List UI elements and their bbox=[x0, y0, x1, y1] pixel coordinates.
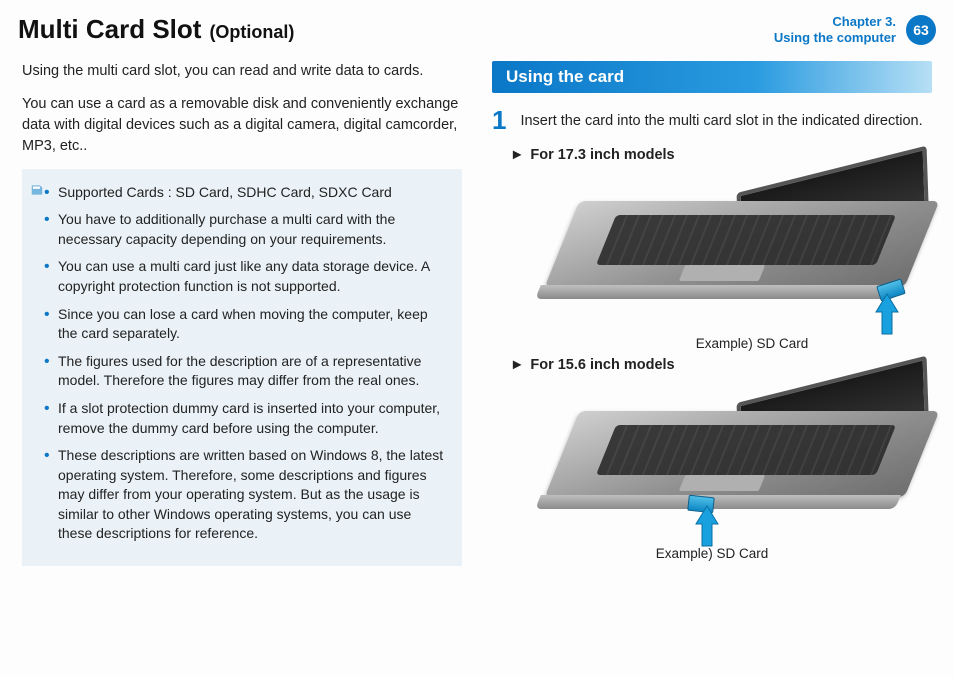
figure-17-laptop bbox=[532, 167, 920, 332]
title-optional: (Optional) bbox=[209, 22, 294, 43]
intro-p1: Using the multi card slot, you can read … bbox=[22, 61, 462, 82]
note-icon bbox=[30, 183, 44, 203]
laptop-illustration bbox=[562, 171, 922, 321]
note-text: These descriptions are written based on … bbox=[58, 447, 443, 541]
triangle-icon: ► bbox=[510, 357, 524, 373]
chapter-block: Chapter 3. Using the computer 63 bbox=[774, 14, 936, 47]
step-number: 1 bbox=[492, 107, 506, 133]
note-item: Supported Cards : SD Card, SDHC Card, SD… bbox=[32, 183, 446, 203]
right-column: Using the card 1 Insert the card into th… bbox=[492, 61, 932, 567]
chapter-text: Chapter 3. Using the computer bbox=[774, 14, 896, 47]
step-1: 1 Insert the card into the multi card sl… bbox=[492, 107, 932, 133]
note-item: These descriptions are written based on … bbox=[32, 446, 446, 544]
note-item: The figures used for the description are… bbox=[32, 352, 446, 391]
note-item: Since you can lose a card when moving th… bbox=[32, 305, 446, 344]
laptop-illustration bbox=[562, 381, 922, 531]
subhead-15-text: For 15.6 inch models bbox=[530, 357, 674, 373]
page-header: Multi Card Slot (Optional) Chapter 3. Us… bbox=[0, 0, 954, 51]
note-text: Since you can lose a card when moving th… bbox=[58, 306, 428, 342]
note-item: You have to additionally purchase a mult… bbox=[32, 210, 446, 249]
note-text: Supported Cards : SD Card, SDHC Card, SD… bbox=[58, 184, 392, 200]
note-text: If a slot protection dummy card is inser… bbox=[58, 400, 440, 436]
section-title: Using the card bbox=[492, 61, 932, 93]
notes-box: Supported Cards : SD Card, SDHC Card, SD… bbox=[22, 169, 462, 567]
subhead-17-text: For 17.3 inch models bbox=[530, 147, 674, 163]
note-item: If a slot protection dummy card is inser… bbox=[32, 399, 446, 438]
chapter-line1: Chapter 3. bbox=[774, 14, 896, 30]
chapter-line2: Using the computer bbox=[774, 30, 896, 46]
title-main: Multi Card Slot bbox=[18, 14, 201, 45]
figure-17-caption: Example) SD Card bbox=[492, 336, 932, 351]
step-text: Insert the card into the multi card slot… bbox=[520, 107, 922, 133]
figure-15-laptop bbox=[532, 377, 920, 542]
sd-card-icon bbox=[687, 494, 715, 513]
note-item: You can use a multi card just like any d… bbox=[32, 257, 446, 296]
triangle-icon: ► bbox=[510, 147, 524, 163]
title-block: Multi Card Slot (Optional) bbox=[18, 14, 294, 45]
figure-15-caption: Example) SD Card bbox=[492, 546, 932, 561]
left-column: Using the multi card slot, you can read … bbox=[22, 61, 462, 567]
page-number-badge: 63 bbox=[906, 15, 936, 45]
intro-block: Using the multi card slot, you can read … bbox=[22, 61, 462, 157]
intro-p2: You can use a card as a removable disk a… bbox=[22, 94, 462, 157]
notes-list: Supported Cards : SD Card, SDHC Card, SD… bbox=[32, 183, 446, 545]
note-text: The figures used for the description are… bbox=[58, 353, 421, 389]
note-text: You have to additionally purchase a mult… bbox=[58, 211, 395, 247]
note-text: You can use a multi card just like any d… bbox=[58, 258, 430, 294]
